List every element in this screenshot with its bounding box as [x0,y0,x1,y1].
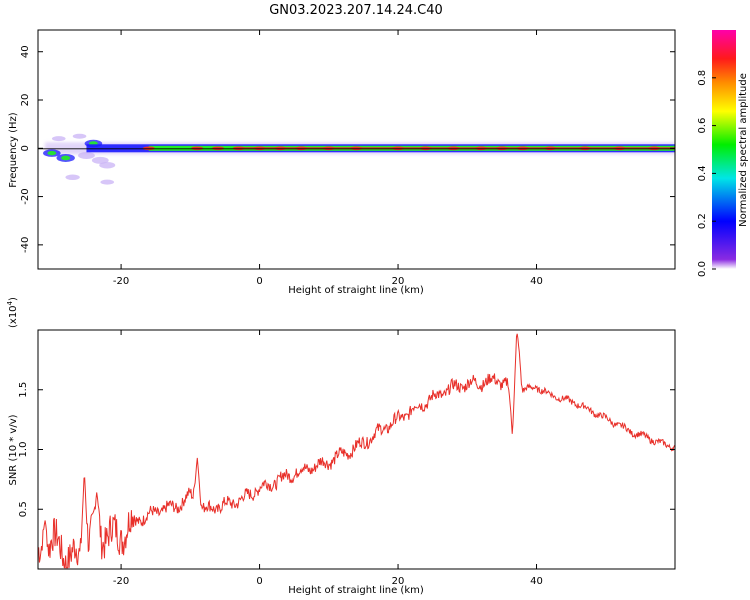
band-peak [274,146,287,151]
y-tick-label: 20 [20,94,31,107]
colorbar-tick-label: 0.8 [697,70,708,86]
y-tick-label: 1.5 [18,382,29,398]
spectrogram-frame [37,29,676,270]
x-tick-label: 20 [392,576,405,587]
spectral-patch [99,161,116,169]
snr-panel: -20 0 20 40 0.5 1.0 1.5 Height of straight lin… [6,297,676,596]
colorbar-tick-label: 0.6 [697,118,708,134]
band-peak [212,146,225,151]
y-tick-label: -40 [20,237,31,253]
y-tick-label: 0.5 [18,501,29,517]
y-tick-label: -20 [20,188,31,204]
spectral-patch-core [47,150,57,156]
colorbar-label: Normalized spectral amplitude [738,73,749,227]
figure-title: GN03.2023.207.14.24.C40 [269,3,443,18]
colorbar: 0.0 0.2 0.4 0.6 0.8 Normalized spectral ampl… [697,30,749,277]
x-tick-label: 40 [530,576,543,587]
x-tick-label: 40 [530,276,543,287]
spectrogram-heatmap [38,133,675,185]
band-peak [350,146,363,151]
spectral-patch [100,179,115,185]
band-peak [392,146,405,151]
x-tick-label: -20 [113,576,129,587]
band-peak [295,146,308,151]
snr-xlabel: Height of straight line (km) [288,585,424,596]
spectral-patch [78,152,95,160]
colorbar-tick-label: 0.2 [697,213,708,229]
x-tick-label: 20 [392,276,405,287]
snr-ticks: -20 0 20 40 0.5 1.0 1.5 [18,330,675,587]
x-tick-label: 0 [256,576,262,587]
colorbar-tick-label: 0.4 [697,165,708,181]
snr-multiplier-base: (x10 [8,305,19,328]
snr-frame [37,329,676,570]
spectral-patch-core [61,155,71,161]
spectrogram-xlabel: Height of straight line (km) [288,285,424,296]
band-peak [447,146,460,151]
colorbar-gradient [712,30,736,269]
y-tick-label: 40 [20,45,31,58]
band-peak [253,146,266,151]
colorbar-ticks: 0.0 0.2 0.4 0.6 0.8 [697,70,716,277]
band-peak [142,146,155,151]
svg-text:(x104): (x104) [6,297,19,328]
spectral-patch [72,133,87,139]
band-peak [419,146,432,151]
band-peak [648,146,661,151]
colorbar-tick-label: 0.0 [697,261,708,277]
y-tick-label: 0 [20,145,31,151]
band-peak [322,146,335,151]
spectrogram-ticks: -20 0 20 40 -40 -20 0 20 40 [20,30,675,287]
x-tick-label: -20 [113,276,129,287]
band-peak [613,146,626,151]
spectrogram-ylabel: Frequency (Hz) [8,112,19,188]
snr-multiplier-exp: 4 [6,300,14,305]
band-peak [516,146,529,151]
x-tick-label: 0 [256,276,262,287]
y-tick-label: 1.0 [18,442,29,458]
spectral-patch [51,136,66,142]
band-peak [232,146,245,151]
spectral-patch [65,174,80,181]
band-peak [578,146,591,151]
band-peak [544,146,557,151]
snr-plot-area [38,333,675,569]
spectrogram-panel: -20 0 20 40 -40 -20 0 20 40 Height of straight l… [8,29,676,296]
band-peak [191,146,204,151]
snr-series-line [38,333,675,569]
spectral-patch [91,156,109,164]
snr-ylabel: SNR (10 * v/v) [8,414,19,485]
band-peak [475,146,488,151]
snr-multiplier: (x104) [6,297,19,328]
band-peak [495,146,508,151]
